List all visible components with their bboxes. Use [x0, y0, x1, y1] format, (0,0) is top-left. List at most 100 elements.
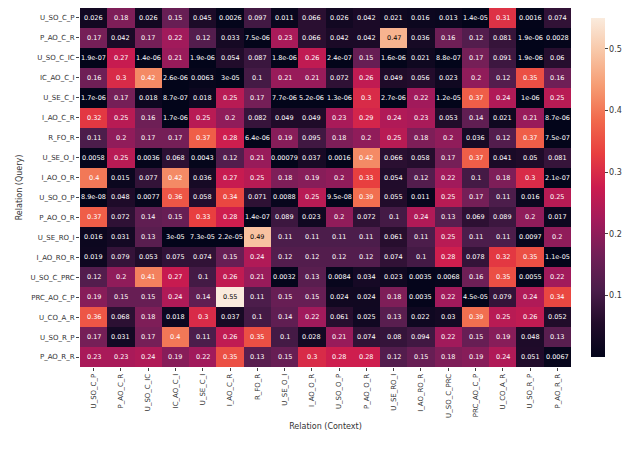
svg-text:0.061: 0.061 [330, 313, 349, 321]
svg-text:0.011: 0.011 [275, 14, 294, 22]
svg-text:0.0043: 0.0043 [191, 154, 214, 162]
svg-text:1.9e-07: 1.9e-07 [81, 54, 106, 62]
svg-text:U_SO_R_P: U_SO_R_P [526, 374, 534, 409]
svg-text:0.068: 0.068 [166, 154, 185, 162]
svg-text:0.24: 0.24 [496, 94, 510, 102]
svg-text:U_SE_RO_I: U_SE_RO_I [38, 234, 75, 242]
svg-text:3e-05: 3e-05 [221, 74, 240, 82]
svg-text:0.21: 0.21 [250, 154, 264, 162]
svg-text:1.6e-06: 1.6e-06 [381, 54, 406, 62]
svg-text:0.24: 0.24 [496, 353, 510, 361]
svg-text:0.021: 0.021 [384, 14, 403, 22]
svg-text:0.17: 0.17 [469, 193, 483, 201]
svg-text:IC_AO_C_I: IC_AO_C_I [40, 74, 75, 82]
svg-text:U_CO_A_R: U_CO_A_R [39, 314, 75, 322]
svg-text:6.4e-06: 6.4e-06 [245, 134, 270, 142]
svg-text:0.34: 0.34 [550, 293, 564, 301]
svg-text:0.045: 0.045 [193, 14, 212, 22]
svg-text:0.028: 0.028 [302, 333, 321, 341]
svg-text:0.13: 0.13 [387, 313, 401, 321]
svg-text:0.42: 0.42 [141, 74, 155, 82]
svg-text:0.1: 0.1 [280, 333, 290, 341]
svg-text:0.15: 0.15 [278, 293, 292, 301]
svg-text:3e-05: 3e-05 [166, 233, 185, 241]
svg-text:0.25: 0.25 [441, 233, 455, 241]
svg-text:2.1e-07: 2.1e-07 [545, 174, 570, 182]
svg-text:0.15: 0.15 [168, 213, 182, 221]
svg-text:4.5e-05: 4.5e-05 [463, 293, 488, 301]
svg-text:0.066: 0.066 [302, 34, 321, 42]
svg-text:0.15: 0.15 [414, 353, 428, 361]
svg-text:0.036: 0.036 [411, 34, 430, 42]
svg-text:0.026: 0.026 [84, 14, 103, 22]
svg-text:0.25: 0.25 [196, 114, 210, 122]
svg-text:0.4: 0.4 [170, 333, 180, 341]
svg-text:0.13: 0.13 [305, 273, 319, 281]
svg-text:0.4: 0.4 [609, 106, 622, 115]
svg-text:0.026: 0.026 [139, 14, 158, 22]
svg-text:0.3: 0.3 [198, 313, 208, 321]
svg-text:7.5e-06: 7.5e-06 [245, 34, 270, 42]
svg-text:0.32: 0.32 [87, 114, 101, 122]
svg-text:0.28: 0.28 [223, 213, 237, 221]
svg-text:0.13: 0.13 [550, 333, 564, 341]
svg-text:0.47: 0.47 [387, 34, 401, 42]
svg-text:0.5: 0.5 [609, 45, 622, 54]
svg-text:0.091: 0.091 [493, 54, 512, 62]
svg-text:0.11: 0.11 [359, 233, 373, 241]
svg-text:P_AO_C_R: P_AO_C_R [117, 374, 125, 409]
svg-text:1.4e-06: 1.4e-06 [136, 54, 161, 62]
svg-text:0.058: 0.058 [193, 193, 212, 201]
svg-text:0.39: 0.39 [359, 193, 373, 201]
svg-text:0.16: 0.16 [469, 273, 483, 281]
svg-text:0.22: 0.22 [168, 34, 182, 42]
svg-text:0.0035: 0.0035 [409, 273, 432, 281]
svg-text:0.13: 0.13 [250, 353, 264, 361]
svg-text:2.7e-06: 2.7e-06 [381, 94, 406, 102]
svg-text:0.15: 0.15 [305, 293, 319, 301]
svg-text:0.42: 0.42 [359, 154, 373, 162]
svg-text:0.0036: 0.0036 [137, 154, 160, 162]
svg-text:0.0016: 0.0016 [328, 154, 351, 162]
svg-text:0.15: 0.15 [359, 54, 373, 62]
svg-text:0.049: 0.049 [275, 114, 294, 122]
svg-text:0.018: 0.018 [139, 94, 158, 102]
svg-text:0.11: 0.11 [496, 233, 510, 241]
svg-text:U_SO_C_PRC: U_SO_C_PRC [31, 274, 75, 282]
svg-text:PRC_AO_C_P: PRC_AO_C_P [472, 374, 480, 417]
svg-text:0.11: 0.11 [305, 233, 319, 241]
svg-text:0.03: 0.03 [441, 313, 455, 321]
svg-text:0.25: 0.25 [223, 94, 237, 102]
svg-text:0.072: 0.072 [357, 213, 376, 221]
svg-text:0.0088: 0.0088 [273, 193, 296, 201]
svg-text:0.11: 0.11 [87, 134, 101, 142]
svg-text:0.061: 0.061 [384, 233, 403, 241]
svg-text:0.2: 0.2 [334, 213, 344, 221]
svg-text:0.12: 0.12 [332, 253, 346, 261]
svg-text:0.2: 0.2 [116, 273, 126, 281]
svg-text:0.1: 0.1 [389, 213, 399, 221]
svg-text:0.018: 0.018 [166, 313, 185, 321]
svg-text:U_SO_C_P: U_SO_C_P [40, 14, 75, 22]
svg-text:I_AO_C_R: I_AO_C_R [42, 114, 75, 122]
svg-text:1.2e-05: 1.2e-05 [436, 94, 461, 102]
svg-text:1.4e-07: 1.4e-07 [245, 213, 270, 221]
svg-text:0.019: 0.019 [84, 253, 103, 261]
svg-text:0.22: 0.22 [550, 273, 564, 281]
svg-text:7.3e-05: 7.3e-05 [190, 233, 215, 241]
svg-text:0.1: 0.1 [471, 174, 481, 182]
svg-text:8.7e-06: 8.7e-06 [545, 114, 570, 122]
svg-text:0.12: 0.12 [469, 34, 483, 42]
svg-text:0.36: 0.36 [87, 313, 101, 321]
svg-text:0.095: 0.095 [302, 134, 321, 142]
svg-text:0.26: 0.26 [223, 333, 237, 341]
svg-text:9.5e-08: 9.5e-08 [327, 193, 352, 201]
svg-text:0.021: 0.021 [411, 54, 430, 62]
svg-text:0.19: 0.19 [278, 134, 292, 142]
svg-text:0.12: 0.12 [414, 174, 428, 182]
svg-text:0.35: 0.35 [523, 74, 537, 82]
svg-text:0.082: 0.082 [248, 114, 267, 122]
svg-text:0.12: 0.12 [387, 353, 401, 361]
svg-text:0.0026: 0.0026 [219, 14, 242, 22]
svg-text:0.26: 0.26 [305, 54, 319, 62]
